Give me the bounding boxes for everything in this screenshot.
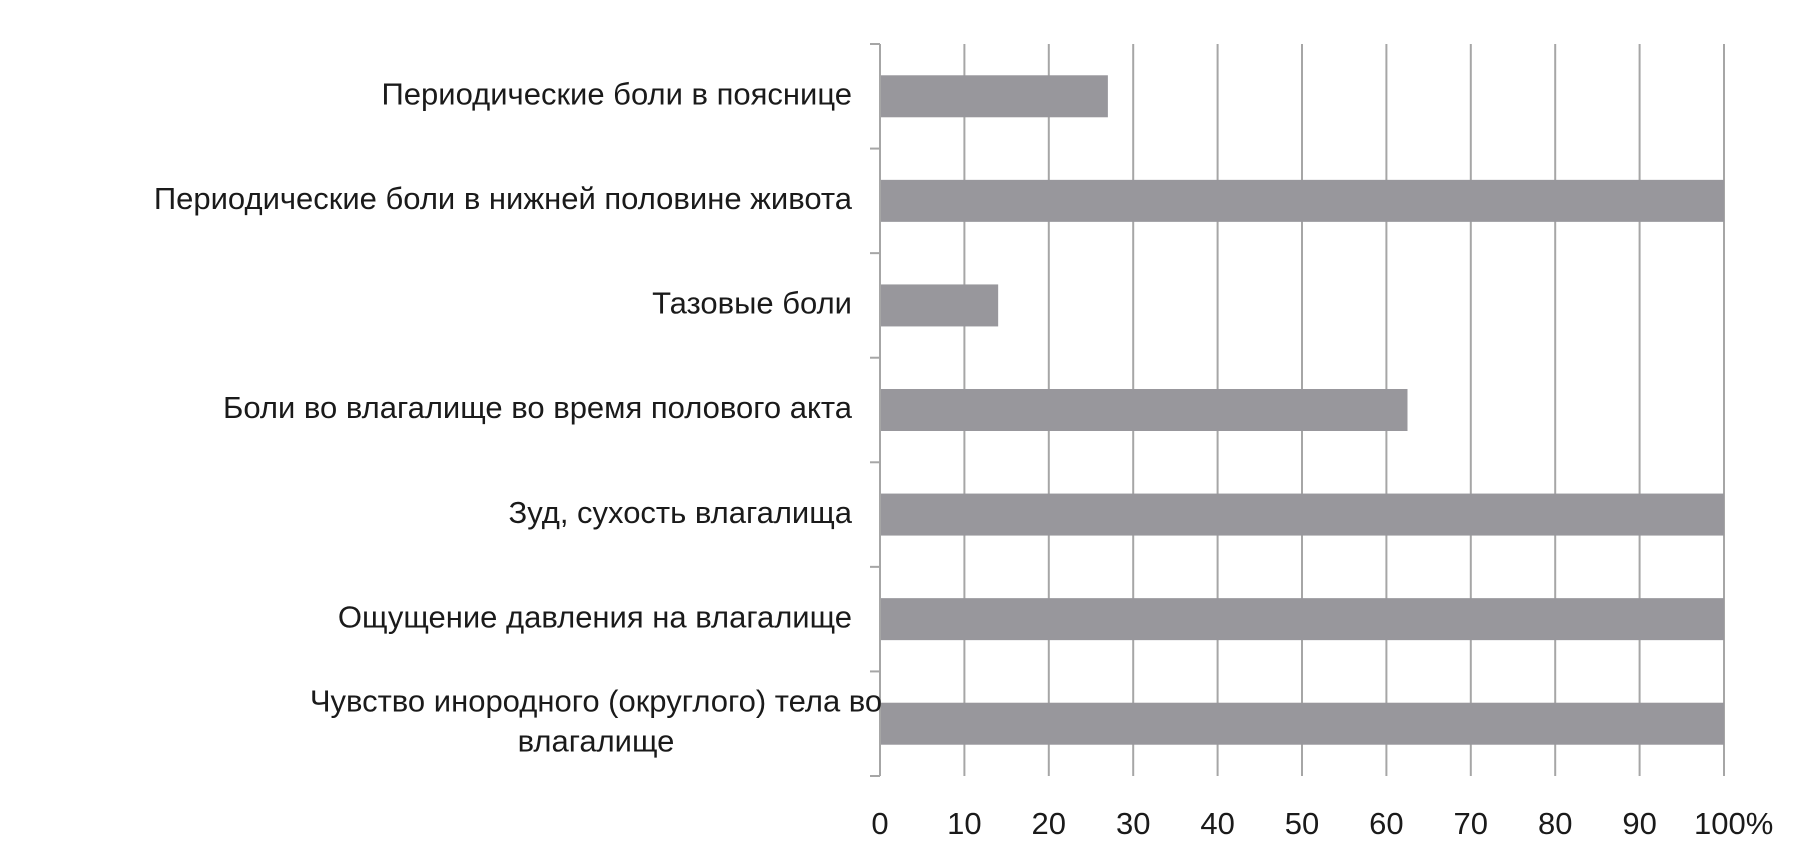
category-label-6-line-1: влагалище [518,724,675,759]
x-tick-label-60: 60 [1369,806,1403,841]
x-tick-labels: 0 10 20 30 40 50 60 70 80 90 100% [871,806,1773,841]
x-tick-label-90: 90 [1622,806,1656,841]
bar-5 [880,598,1724,641]
category-label-1: Периодические боли в нижней половине жив… [154,181,853,216]
bars [880,75,1724,745]
category-label-3: Боли во влагалище во время полового акта [223,390,853,425]
x-tick-label-10: 10 [947,806,981,841]
bar-6 [880,702,1724,745]
category-label-4: Зуд, сухость влагалища [509,495,853,530]
x-tick-label-20: 20 [1032,806,1066,841]
x-tick-label-40: 40 [1200,806,1234,841]
category-label-0: Периодические боли в пояснице [382,76,852,111]
x-tick-label-30: 30 [1116,806,1150,841]
bar-0 [880,75,1108,118]
bar-3 [880,389,1408,431]
x-tick-label-50: 50 [1285,806,1319,841]
category-label-6: Чувство инородного (округлого) тела во вл… [310,684,882,759]
bar-2 [880,284,999,327]
category-labels: Периодические боли в пояснице Периодическ… [154,76,882,758]
category-label-5: Ощущение давления на влагалище [338,599,852,634]
y-axis [870,43,881,777]
bar-4 [880,493,1724,536]
x-tick-label-100: 100% [1694,806,1773,841]
category-label-2: Тазовые боли [652,286,852,321]
x-tick-label-70: 70 [1454,806,1488,841]
bar-1 [880,179,1724,222]
x-tick-label-0: 0 [871,806,888,841]
category-label-6-line-0: Чувство инородного (округлого) тела во [310,684,882,719]
x-tick-label-80: 80 [1538,806,1572,841]
